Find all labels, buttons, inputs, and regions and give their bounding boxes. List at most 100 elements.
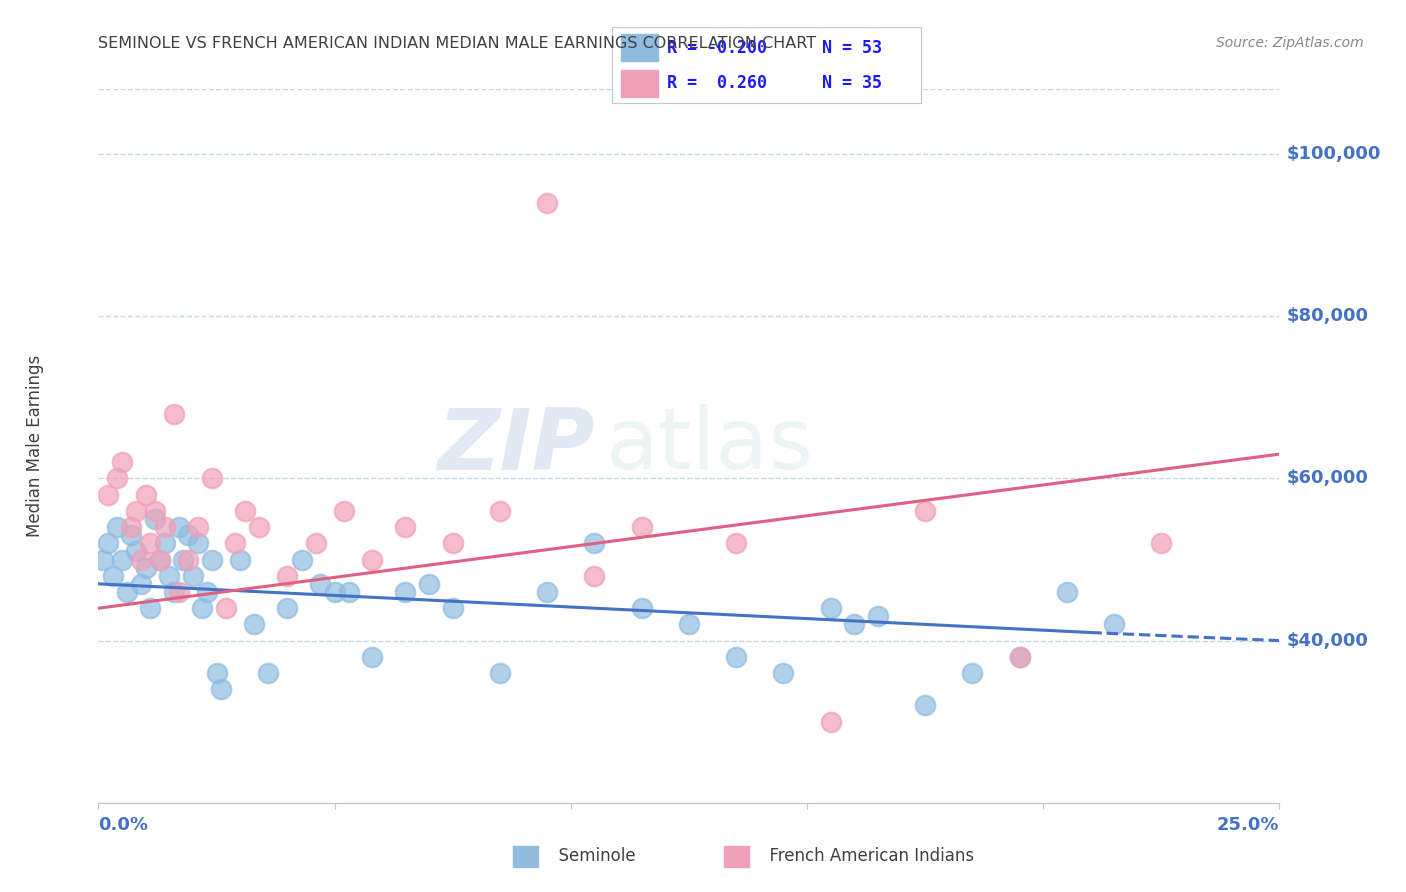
Point [135, 488, 157, 502]
Point [167, 585, 190, 599]
Point [215, 601, 238, 615]
Point [630, 601, 652, 615]
Point [105, 520, 128, 534]
Text: $40,000: $40,000 [1286, 632, 1368, 649]
Point [97, 536, 120, 550]
Point [153, 520, 176, 534]
Point [257, 666, 280, 681]
Text: R = -0.200: R = -0.200 [668, 39, 768, 57]
Point [167, 520, 190, 534]
Point [1056, 585, 1078, 599]
Point [163, 407, 186, 421]
Point [725, 536, 748, 550]
Point [172, 552, 194, 566]
Point [441, 601, 464, 615]
Point [394, 520, 416, 534]
Point [111, 455, 134, 469]
Point [361, 552, 384, 566]
Point [361, 649, 384, 664]
Point [1008, 649, 1031, 664]
Point [177, 552, 200, 566]
Text: Source: ZipAtlas.com: Source: ZipAtlas.com [1216, 36, 1364, 50]
Point [583, 568, 606, 582]
Point [1102, 617, 1125, 632]
Point [115, 585, 138, 599]
Text: SEMINOLE VS FRENCH AMERICAN INDIAN MEDIAN MALE EARNINGS CORRELATION CHART: SEMINOLE VS FRENCH AMERICAN INDIAN MEDIA… [98, 36, 817, 51]
Text: 0.0%: 0.0% [98, 815, 149, 833]
Point [276, 601, 298, 615]
Point [866, 609, 889, 624]
Point [914, 504, 936, 518]
Point [309, 577, 332, 591]
Point [129, 552, 152, 566]
Point [489, 504, 512, 518]
Point [441, 536, 464, 550]
Point [725, 649, 748, 664]
Point [187, 520, 209, 534]
Point [583, 536, 606, 550]
Point [177, 528, 200, 542]
Point [209, 682, 232, 697]
Text: 25.0%: 25.0% [1218, 815, 1279, 833]
Point [276, 568, 298, 582]
Point [536, 585, 558, 599]
Point [97, 488, 120, 502]
Point [149, 552, 172, 566]
Point [233, 504, 256, 518]
Text: ZIP: ZIP [437, 404, 595, 488]
Point [820, 601, 842, 615]
Point [111, 552, 134, 566]
Point [1008, 649, 1031, 664]
Point [187, 536, 209, 550]
Point [121, 520, 143, 534]
Text: Seminole: Seminole [548, 847, 636, 865]
Point [394, 585, 416, 599]
Point [201, 552, 224, 566]
Point [105, 471, 128, 485]
Point [135, 560, 157, 574]
Point [191, 601, 214, 615]
Point [129, 577, 152, 591]
Point [914, 698, 936, 713]
Point [630, 520, 652, 534]
Point [337, 585, 360, 599]
Point [772, 666, 794, 681]
Point [844, 617, 866, 632]
Point [962, 666, 984, 681]
Text: R =  0.260: R = 0.260 [668, 74, 768, 92]
Text: $60,000: $60,000 [1286, 469, 1368, 487]
Point [205, 666, 228, 681]
Point [149, 552, 172, 566]
Text: N = 35: N = 35 [823, 74, 882, 92]
Point [247, 520, 270, 534]
FancyBboxPatch shape [621, 70, 658, 96]
Text: atlas: atlas [606, 404, 814, 488]
Point [139, 536, 162, 550]
Text: French American Indians: French American Indians [759, 847, 974, 865]
Point [1150, 536, 1173, 550]
Point [229, 552, 252, 566]
Text: $80,000: $80,000 [1286, 307, 1368, 326]
Point [195, 585, 218, 599]
Point [418, 577, 440, 591]
Point [143, 504, 166, 518]
Point [678, 617, 700, 632]
Point [153, 536, 176, 550]
Text: N = 53: N = 53 [823, 39, 882, 57]
Point [91, 552, 114, 566]
Point [125, 504, 148, 518]
Point [290, 552, 312, 566]
Point [201, 471, 224, 485]
Point [536, 195, 558, 210]
Point [139, 601, 162, 615]
FancyBboxPatch shape [621, 34, 658, 61]
Point [820, 714, 842, 729]
Text: $100,000: $100,000 [1286, 145, 1381, 163]
Point [224, 536, 246, 550]
Point [181, 568, 204, 582]
Point [157, 568, 180, 582]
Point [125, 544, 148, 558]
Point [323, 585, 346, 599]
Point [101, 568, 124, 582]
Point [333, 504, 356, 518]
